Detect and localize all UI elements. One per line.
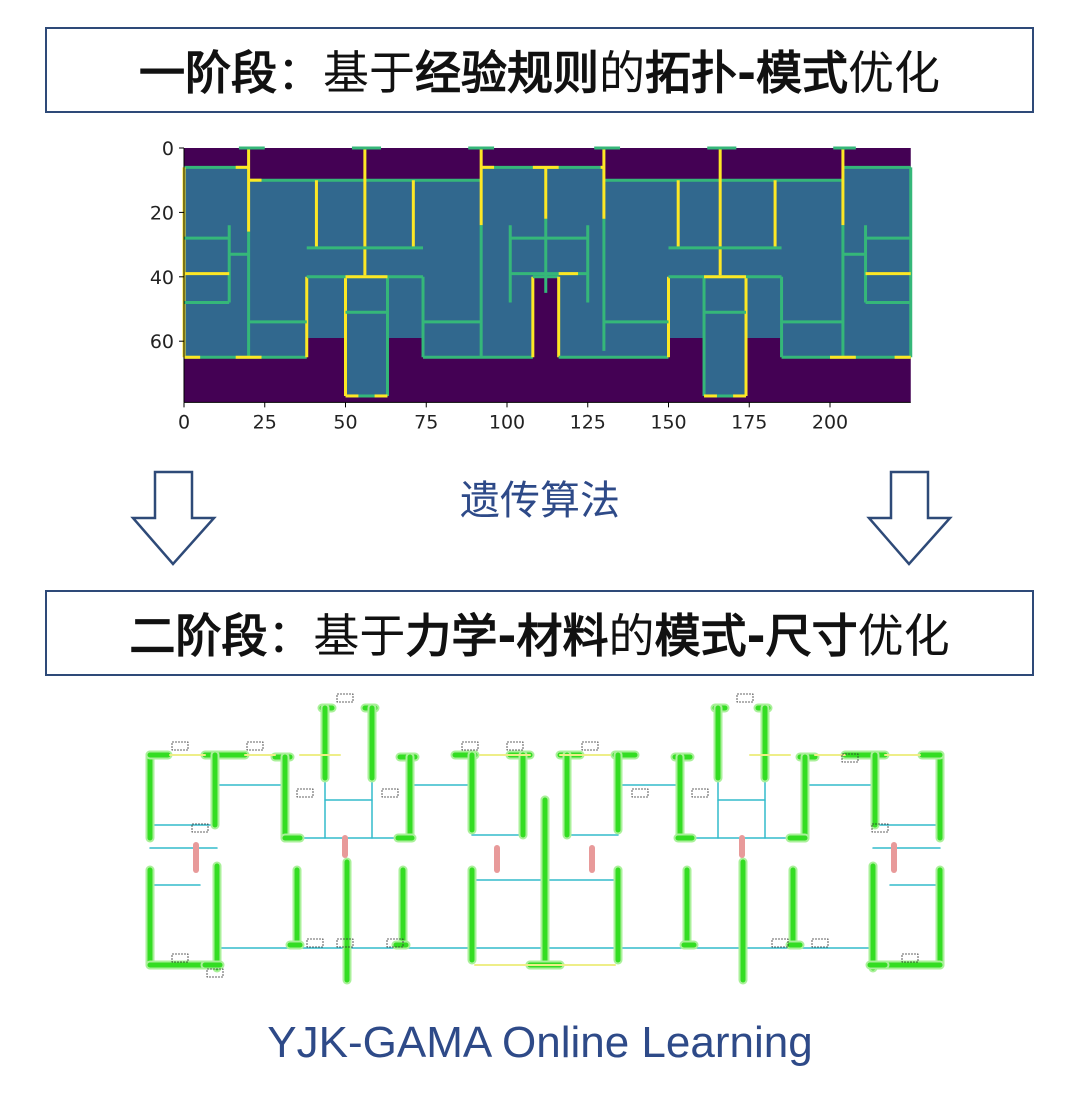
member-label-mark — [191, 823, 209, 833]
member-label-mark — [631, 788, 649, 798]
member-label-mark — [581, 741, 599, 751]
x-tick-label: 200 — [812, 411, 848, 433]
member-label-mark — [381, 788, 399, 798]
x-tick-label: 150 — [650, 411, 686, 433]
down-arrow-right-icon — [866, 470, 953, 566]
member-label-mark — [871, 823, 889, 833]
stage2-title-segment: 模式-尺寸 — [654, 609, 858, 663]
x-tick-label: 25 — [253, 411, 277, 433]
member-label-mark — [506, 741, 524, 751]
stage1-title-segment: 一阶段 — [138, 46, 277, 100]
member-label-mark — [246, 741, 264, 751]
stage1-title-segment: 经验规则 — [414, 46, 599, 100]
stage2-title-segment: ：基于 — [267, 609, 406, 663]
member-label-mark — [336, 693, 354, 703]
y-tick-label: 60 — [150, 331, 174, 353]
stage2-title-box: 二阶段 ：基于 力学-材料的模式-尺寸 优化 — [45, 590, 1034, 676]
x-tick-label: 0 — [178, 411, 190, 433]
x-tick-label: 100 — [489, 411, 525, 433]
down-arrow-left-icon — [130, 470, 217, 566]
stage2-title-segment: 力学-材料 — [405, 609, 609, 663]
x-tick-label: 50 — [333, 411, 357, 433]
member-label-mark — [206, 968, 224, 978]
member-label-mark — [841, 753, 859, 763]
topology-plot: 0 25 50 75 100 125 150 175 200 0 20 40 60 — [150, 138, 913, 433]
member-label-mark — [386, 938, 404, 948]
genetic-algorithm-label: 遗传算法 — [460, 478, 620, 524]
stage1-title-box: 一阶段 ：基于 经验规则的拓扑-模式 优化 — [45, 27, 1034, 113]
y-tick-label: 0 — [162, 138, 174, 160]
member-label-mark — [306, 938, 324, 948]
member-label-mark — [336, 938, 354, 948]
structural-plan-drawing — [145, 693, 945, 985]
x-tick-label: 75 — [414, 411, 438, 433]
x-tick-label: 125 — [570, 411, 606, 433]
stage1-title-segment: 优化 — [848, 46, 941, 100]
member-label-mark — [461, 741, 479, 751]
stage1-title-segment: ：基于 — [276, 46, 415, 100]
member-label-mark — [811, 938, 829, 948]
member-label-mark — [901, 953, 919, 963]
member-label-mark — [171, 953, 189, 963]
stage2-title-segment: 二阶段 — [129, 609, 268, 663]
stage1-title-segment: 的 — [598, 46, 645, 100]
member-label-mark — [171, 741, 189, 751]
x-tick-label: 175 — [731, 411, 767, 433]
stage2-title-segment: 的 — [608, 609, 655, 663]
member-label-mark — [736, 693, 754, 703]
stage2-title-segment: 优化 — [857, 609, 950, 663]
y-tick-label: 40 — [150, 267, 174, 289]
member-label-mark — [296, 788, 314, 798]
member-label-mark — [771, 938, 789, 948]
footer-caption: YJK-GAMA Online Learning — [267, 1018, 813, 1067]
member-label-mark — [691, 788, 709, 798]
y-tick-label: 20 — [150, 202, 174, 224]
stage1-title-segment: 拓扑-模式 — [644, 46, 849, 100]
